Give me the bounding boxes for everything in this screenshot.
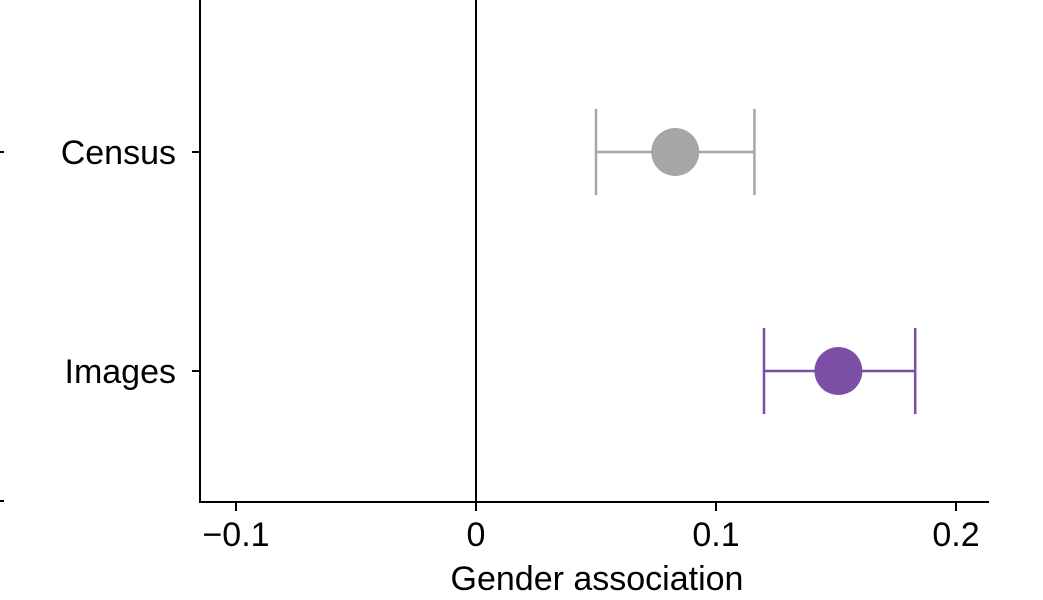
y-tick-label: Census [61,134,176,172]
labels: Gender association [451,560,744,598]
x-tick-label: 0.1 [692,516,739,554]
x-tick-label: 0.2 [932,516,979,554]
x-tick-label: −0.1 [202,516,269,554]
axes: −0.1 0 0.1 0.2 Census Images [0,0,989,554]
y-tick-label: Images [65,353,177,391]
data-point [814,347,863,395]
data-points [594,109,917,414]
data-point [651,128,700,176]
x-tick-label: 0 [467,516,486,554]
x-axis-label: Gender association [451,560,744,598]
